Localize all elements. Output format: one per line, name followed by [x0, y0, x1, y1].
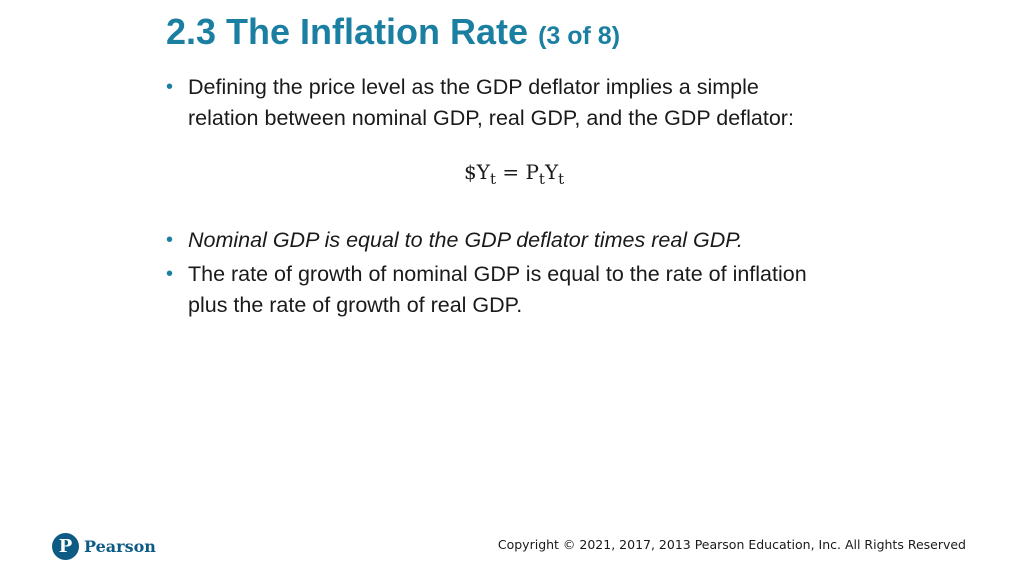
equation-equals: = — [502, 160, 520, 184]
equation-lhs: $Y — [464, 160, 490, 184]
bullet-icon: • — [166, 229, 174, 251]
slide-title-suffix: (3 of 8) — [538, 22, 621, 50]
equation-rhs-price: P — [525, 160, 539, 184]
slide-title-main: 2.3 The Inflation Rate — [166, 11, 529, 52]
pearson-logo-icon: P — [52, 532, 79, 560]
copyright-notice: Copyright © 2021, 2017, 2013 Pearson Edu… — [497, 537, 966, 552]
pearson-logo: P Pearson — [52, 532, 156, 560]
equation-lhs-subscript: t — [489, 170, 496, 188]
bullet-icon: • — [166, 76, 174, 98]
equation-rhs-output-subscript: t — [558, 170, 565, 188]
equation-rhs-output: Y — [544, 160, 559, 184]
bullet-icon: • — [166, 263, 174, 285]
bullet-item-3: • The rate of growth of nominal GDP is e… — [166, 259, 826, 321]
bullet-item-1: • Defining the price level as the GDP de… — [166, 72, 826, 134]
pearson-logo-wordmark: Pearson — [84, 536, 156, 556]
bullet-text-3: The rate of growth of nominal GDP is equ… — [188, 262, 807, 317]
equation: $Yt = PtYt — [464, 160, 564, 188]
bullet-text-1: Defining the price level as the GDP defl… — [188, 75, 794, 130]
bullet-text-2: Nominal GDP is equal to the GDP deflator… — [188, 228, 743, 252]
equation-rhs-price-subscript: t — [538, 170, 545, 188]
bullet-item-2: • Nominal GDP is equal to the GDP deflat… — [166, 225, 826, 256]
slide-title: 2.3 The Inflation Rate (3 of 8) — [166, 8, 620, 60]
